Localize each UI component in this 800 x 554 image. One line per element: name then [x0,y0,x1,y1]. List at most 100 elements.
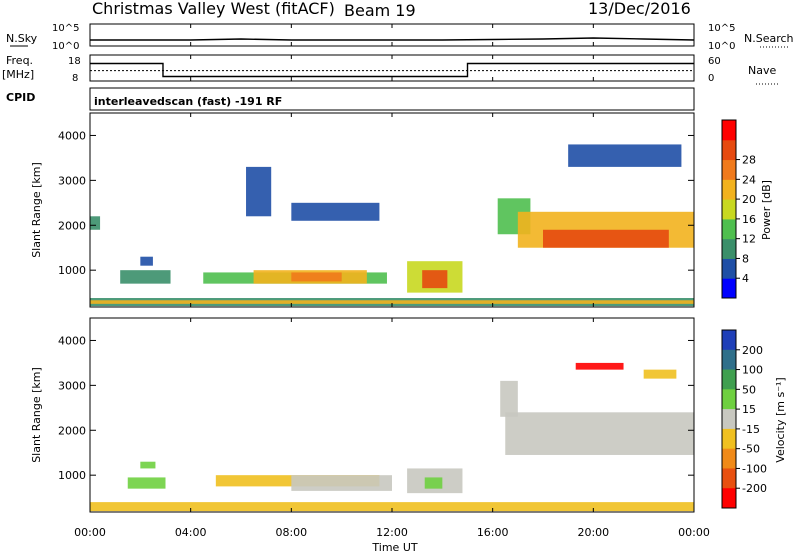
colorbar-swatch [722,179,736,200]
colorbar-tick-label: -50 [742,443,760,456]
colorbar-tick-label: -200 [742,482,767,495]
velocity-colorbar-label: Velocity [m s⁻¹] [774,377,787,462]
colorbar-tick-label: 100 [742,364,763,377]
colorbar-tick-label: -15 [742,423,760,436]
noise-tick-left-top: 10^5 [52,23,79,34]
colorbar-swatch [722,218,736,240]
colorbar-frame [721,119,737,299]
heatmap-region [422,270,448,289]
heatmap-region [291,475,392,491]
power-ylabel: Slant Range [km] [30,162,43,258]
colorbar-swatch [722,139,736,161]
heatmap-region [120,270,171,284]
y-tick-label: 4000 [58,129,86,142]
noise-panel: N.Sky 10^5 10^0 10^5 10^0 N.Search [6,23,794,52]
x-tick-label: 00:00 [74,526,106,539]
heatmap-region [90,216,101,230]
heatmap-region [90,300,694,304]
y-tick-label: 2000 [58,424,86,437]
heatmap-region [500,380,518,417]
colorbar-tick-label: 20 [742,193,756,206]
nave-tick-bottom: 0 [708,73,714,84]
power-colorbar: 4 8 12 16 20 24 28 [721,119,756,299]
x-tick-label: 08:00 [275,526,307,539]
nsky-label: N.Sky [6,32,38,45]
x-tick-label: 04:00 [175,526,207,539]
velocity-colorbar: 200 100 50 15 -15 -50 -100 -200 [721,329,767,509]
noise-tick-left-bottom: 10^0 [52,41,79,52]
nave-tick-top: 60 [708,56,721,67]
colorbar-tick-label: 50 [742,383,756,396]
date-label: 13/Dec/2016 [588,0,691,18]
nsearch-label: N.Search [744,32,794,45]
colorbar-tick-label: 200 [742,344,763,357]
x-tick-label: 12:00 [376,526,408,539]
velocity-y-ticks: 1000 2000 3000 4000 [58,334,694,482]
heatmap-region [140,256,153,266]
colorbar-frame [721,329,737,509]
colorbar-swatch [722,389,736,410]
x-tick-label: 20:00 [577,526,609,539]
colorbar-swatch [722,278,736,299]
x-tick-label: 00:00 [678,526,710,539]
heatmap-region [140,461,156,469]
power-y-ticks: 1000 2000 3000 4000 [58,129,694,277]
heatmap-region [90,502,694,512]
heatmap-region [543,229,669,248]
colorbar-swatch [722,428,736,450]
colorbar-swatch [722,258,736,279]
colorbar-swatch [722,468,736,489]
heatmap-region [291,202,380,221]
colorbar-swatch [722,120,736,141]
colorbar-tick-label: 28 [742,154,756,167]
heatmap-region [568,144,682,167]
heatmap-region [643,369,677,379]
colorbar-tick-label: 12 [742,233,756,246]
cpid-label: CPID [6,91,35,104]
colorbar-tick-label: 4 [742,272,749,285]
colorbar-swatch [722,159,736,180]
y-tick-label: 1000 [58,264,86,277]
colorbar-tick-label: 15 [742,403,756,416]
x-axis-ticks: 00:00 04:00 08:00 12:00 16:00 20:00 00:00 [74,24,710,539]
colorbar-tick-label: 16 [742,213,756,226]
y-tick-label: 3000 [58,379,86,392]
beam-label: Beam 19 [344,1,416,20]
velocity-ylabel: Slant Range [km] [30,367,43,463]
velocity-panel: 1000 2000 3000 4000 Slant Range [km] 200 100… [30,317,787,513]
cpid-text: interleavedscan (fast) -191 RF [94,95,282,108]
y-tick-label: 2000 [58,219,86,232]
freq-label: Freq. [6,54,33,67]
y-tick-label: 1000 [58,469,86,482]
freq-line [90,62,694,78]
heatmap-region [291,272,342,282]
x-tick-label: 16:00 [477,526,509,539]
power-panel: 1000 2000 3000 4000 Slant Range [km] 4 8 12 16… [30,112,773,308]
freq-tick-bottom: 8 [72,73,78,84]
noise-tick-right-top: 10^5 [708,23,735,34]
heatmap-region [575,362,624,370]
heatmap-region [505,412,694,455]
power-heatmap [90,144,694,307]
heatmap-region [127,477,166,489]
x-axis-label: Time UT [371,541,417,554]
y-tick-label: 4000 [58,334,86,347]
colorbar-swatch [722,488,736,509]
colorbar-swatch [722,409,736,430]
nsky-line [90,37,695,41]
colorbar-tick-label: 8 [742,252,749,265]
frequency-panel: Freq. [MHz] 18 8 60 0 Nave [2,54,778,85]
colorbar-swatch [722,199,736,220]
colorbar-tick-label: -100 [742,462,767,475]
power-colorbar-label: Power [dB] [760,180,773,240]
colorbar-tick-label: 24 [742,173,756,186]
y-tick-label: 3000 [58,174,86,187]
colorbar-swatch [722,369,736,390]
colorbar-swatch [722,448,736,469]
colorbar-swatch [722,238,736,259]
colorbar-swatch [722,330,736,351]
colorbar-swatch [722,349,736,371]
cpid-panel: CPID interleavedscan (fast) -191 RF [6,87,695,111]
freq-unit-label: [MHz] [2,68,34,81]
